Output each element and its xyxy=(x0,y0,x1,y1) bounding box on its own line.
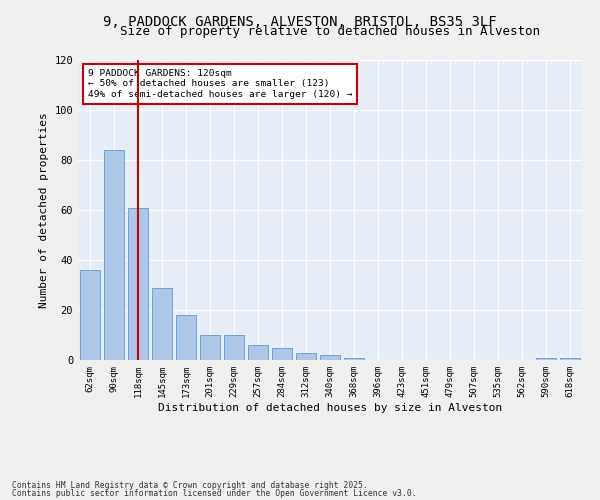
Y-axis label: Number of detached properties: Number of detached properties xyxy=(39,112,49,308)
Bar xyxy=(176,315,196,360)
Bar xyxy=(248,345,268,360)
Bar xyxy=(296,352,316,360)
Bar xyxy=(200,335,220,360)
Text: 9 PADDOCK GARDENS: 120sqm
← 50% of detached houses are smaller (123)
49% of semi: 9 PADDOCK GARDENS: 120sqm ← 50% of detac… xyxy=(88,69,353,99)
Bar xyxy=(128,208,148,360)
Bar xyxy=(536,358,556,360)
Bar xyxy=(560,358,580,360)
Bar xyxy=(344,358,364,360)
Bar xyxy=(272,348,292,360)
X-axis label: Distribution of detached houses by size in Alveston: Distribution of detached houses by size … xyxy=(158,402,502,412)
Text: Contains HM Land Registry data © Crown copyright and database right 2025.: Contains HM Land Registry data © Crown c… xyxy=(12,480,368,490)
Bar xyxy=(320,355,340,360)
Bar xyxy=(104,150,124,360)
Bar xyxy=(224,335,244,360)
Bar xyxy=(152,288,172,360)
Text: 9, PADDOCK GARDENS, ALVESTON, BRISTOL, BS35 3LF: 9, PADDOCK GARDENS, ALVESTON, BRISTOL, B… xyxy=(103,15,497,29)
Bar xyxy=(80,270,100,360)
Title: Size of property relative to detached houses in Alveston: Size of property relative to detached ho… xyxy=(120,25,540,38)
Text: Contains public sector information licensed under the Open Government Licence v3: Contains public sector information licen… xyxy=(12,489,416,498)
